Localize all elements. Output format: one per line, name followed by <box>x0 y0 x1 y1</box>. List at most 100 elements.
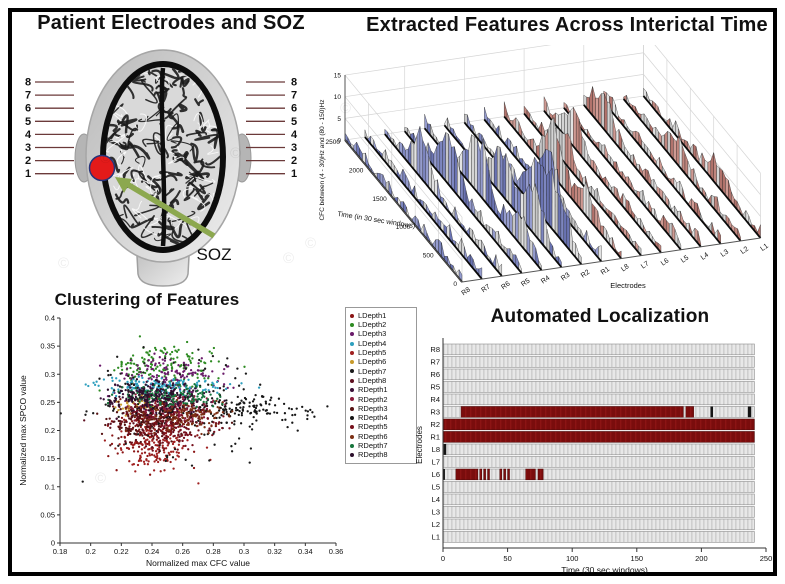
svg-text:L7: L7 <box>640 260 650 270</box>
legend-label: LDepth7 <box>358 366 387 376</box>
svg-text:L3: L3 <box>432 508 440 517</box>
svg-text:L6: L6 <box>432 470 440 479</box>
svg-text:L2: L2 <box>432 520 440 529</box>
legend-label: RDepth8 <box>358 450 388 460</box>
svg-text:L5: L5 <box>680 254 690 264</box>
svg-text:R5: R5 <box>430 383 440 392</box>
svg-text:0.05: 0.05 <box>40 510 55 519</box>
legend-marker-icon <box>350 388 354 393</box>
panel4-title: Automated Localization <box>490 306 710 327</box>
svg-text:0.22: 0.22 <box>114 547 129 556</box>
soz-arrow <box>115 177 216 239</box>
svg-text:2: 2 <box>291 155 297 167</box>
svg-text:L8: L8 <box>432 445 440 454</box>
brain-gyri <box>106 67 220 247</box>
watermark-icon: © <box>305 235 317 252</box>
svg-text:L1: L1 <box>432 533 440 542</box>
svg-text:5: 5 <box>25 116 31 128</box>
legend-item: RDepth6 <box>350 432 414 441</box>
watermark-icon: © <box>150 58 162 75</box>
svg-text:500: 500 <box>423 253 434 260</box>
tick-labels: 0.18 0.2 0.22 0.24 0.26 0.28 0.3 0.32 0.34 0.36 0 0… <box>18 314 343 569</box>
legend-item: RDepth5 <box>350 423 414 432</box>
scatter-legend: LDepth1 LDepth2 LDepth3 LDepth4 LDepth5 LDept… <box>345 307 417 464</box>
svg-text:L6: L6 <box>660 257 670 267</box>
watermark-icon: © <box>58 255 70 272</box>
svg-text:R5: R5 <box>520 277 531 288</box>
svg-text:Normalized max CFC value: Normalized max CFC value <box>146 558 250 568</box>
svg-text:R6: R6 <box>430 370 440 379</box>
svg-text:1: 1 <box>291 168 297 180</box>
legend-item: LDepth1 <box>350 311 414 320</box>
svg-text:0.28: 0.28 <box>206 547 221 556</box>
svg-text:7: 7 <box>291 90 297 102</box>
legend-marker-icon <box>350 425 354 430</box>
scatter-points <box>59 335 329 485</box>
svg-text:50: 50 <box>503 554 511 563</box>
legend-label: RDepth2 <box>358 394 388 404</box>
svg-text:0.3: 0.3 <box>45 370 55 379</box>
svg-text:100: 100 <box>566 554 579 563</box>
svg-text:15: 15 <box>334 73 342 80</box>
svg-text:0.26: 0.26 <box>175 547 190 556</box>
localization-raster-chart: R8 R7 R6 R5 R4 R3 R2 R1 L8 L7 L6 L5 L4 L3 L2 L1 0 50 100 15… <box>415 338 772 575</box>
legend-marker-icon <box>350 434 354 439</box>
svg-text:L8: L8 <box>620 263 630 273</box>
legend-marker-icon <box>350 406 354 411</box>
svg-text:2500: 2500 <box>326 139 341 146</box>
svg-text:10: 10 <box>334 94 342 101</box>
legend-item: RDepth3 <box>350 404 414 413</box>
svg-text:R2: R2 <box>430 420 440 429</box>
svg-text:5: 5 <box>291 116 297 128</box>
legend-label: RDepth3 <box>358 403 388 413</box>
legend-marker-icon <box>350 332 354 337</box>
svg-text:0.18: 0.18 <box>53 547 68 556</box>
legend-marker-icon <box>350 397 354 402</box>
svg-text:R1: R1 <box>600 266 611 277</box>
legend-item: RDepth7 <box>350 441 414 450</box>
svg-text:1: 1 <box>25 168 31 180</box>
svg-text:0: 0 <box>337 138 341 145</box>
svg-text:L2: L2 <box>740 246 750 256</box>
electrode-labels: 8 87 76 65 54 43 32 21 1 <box>25 77 298 181</box>
raster-rows <box>442 343 755 543</box>
svg-text:R3: R3 <box>560 272 571 283</box>
legend-marker-icon <box>350 313 354 318</box>
svg-text:R1: R1 <box>430 433 440 442</box>
figure-border <box>8 8 777 576</box>
legend-label: LDepth6 <box>358 357 387 367</box>
legend-label: RDepth7 <box>358 441 388 451</box>
legend-item: LDepth3 <box>350 330 414 339</box>
legend-item: LDepth7 <box>350 367 414 376</box>
svg-text:R3: R3 <box>430 408 440 417</box>
svg-text:0.32: 0.32 <box>267 547 282 556</box>
svg-text:8: 8 <box>25 77 31 89</box>
soz-label: SOZ <box>197 245 232 264</box>
legend-label: RDepth1 <box>358 385 388 395</box>
svg-text:0.25: 0.25 <box>40 398 55 407</box>
svg-text:R6: R6 <box>500 280 511 291</box>
svg-text:0.24: 0.24 <box>145 547 160 556</box>
svg-text:150: 150 <box>631 554 644 563</box>
panel3-title: Clustering of Features <box>54 290 240 309</box>
legend-label: LDepth4 <box>358 338 387 348</box>
svg-text:0.35: 0.35 <box>40 342 55 351</box>
svg-text:0.34: 0.34 <box>298 547 313 556</box>
svg-text:R4: R4 <box>540 275 551 286</box>
svg-text:L4: L4 <box>432 495 440 504</box>
ribbons <box>344 86 762 283</box>
svg-text:8: 8 <box>291 77 297 89</box>
legend-marker-icon <box>350 369 354 374</box>
legend-label: LDepth1 <box>358 310 387 320</box>
svg-text:4: 4 <box>25 129 32 141</box>
watermark-icon: © <box>283 250 295 267</box>
svg-text:R4: R4 <box>430 395 440 404</box>
svg-text:R8: R8 <box>460 286 471 297</box>
svg-text:0.36: 0.36 <box>329 547 344 556</box>
svg-text:0.2: 0.2 <box>85 547 95 556</box>
svg-text:0.3: 0.3 <box>239 547 249 556</box>
svg-text:R2: R2 <box>580 269 591 280</box>
svg-text:0.2: 0.2 <box>45 426 55 435</box>
svg-text:Electrodes: Electrodes <box>610 281 646 290</box>
legend-marker-icon <box>350 322 354 327</box>
